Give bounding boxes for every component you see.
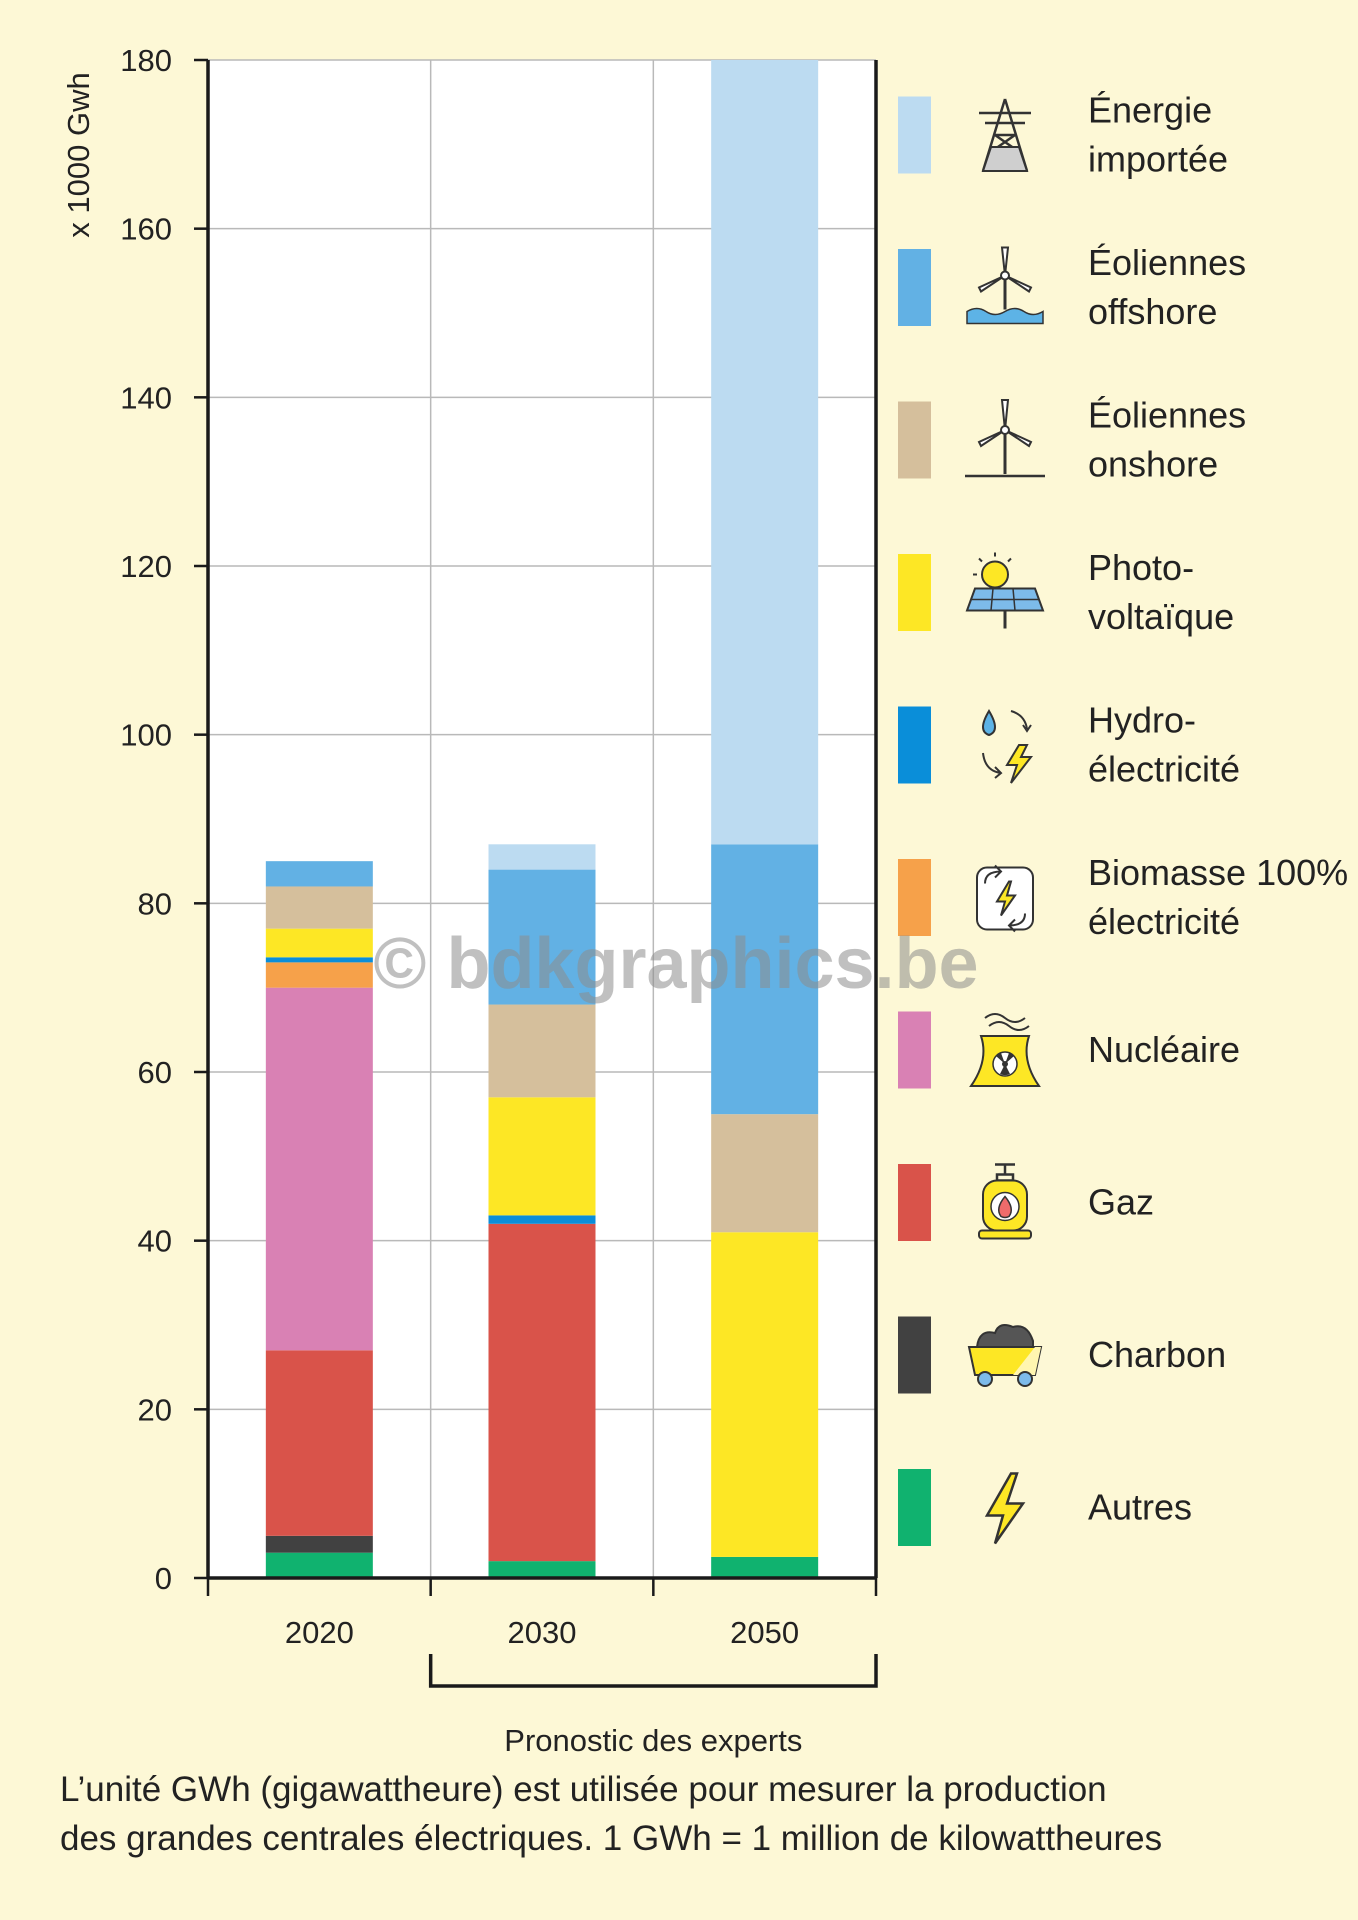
legend-label-eoliennes-offshore-2: offshore (1088, 291, 1217, 332)
legend-label-charbon-1: Charbon (1088, 1334, 1226, 1375)
legend-item-photo-voltaique: Photo-voltaïque (898, 547, 1234, 637)
x-tick-label-2020: 2020 (285, 1615, 354, 1650)
legend-swatch-eoliennes-offshore (898, 249, 931, 326)
legend-item-eoliennes-offshore: Éoliennes offshore (898, 242, 1246, 332)
bar-2050-photo-voltaique (711, 1232, 819, 1557)
y-tick-label-180: 180 (120, 43, 172, 78)
x-tick-label-2050: 2050 (730, 1615, 799, 1650)
bar-2020-eoliennes-onshore (265, 886, 373, 929)
bars (265, 60, 819, 1578)
bar-2030-gaz (488, 1223, 596, 1562)
legend-swatch-autres (898, 1469, 931, 1546)
legend-item-energie-importee: Énergie importée (898, 90, 1228, 180)
legend-swatch-eoliennes-onshore (898, 401, 931, 479)
watermark: © bdkgraphics.be (373, 924, 978, 1004)
footnote-line-1: L’unité GWh (gigawattheure) est utilisée… (60, 1770, 1107, 1809)
legend-item-eoliennes-onshore: Éoliennes onshore (898, 395, 1246, 485)
legend-label-biomasse-100-electricite-2: électricité (1088, 901, 1240, 942)
y-tick-label-140: 140 (120, 380, 172, 415)
bar-2050-autres (711, 1556, 819, 1578)
y-tick-label-60: 60 (138, 1055, 172, 1090)
forecast-bracket (428, 1654, 878, 1688)
legend-swatch-charbon (898, 1316, 931, 1394)
y-tick-label-20: 20 (138, 1392, 172, 1427)
legend-item-hydro-electricite: Hydro-électricité (898, 700, 1240, 790)
legend-item-nucleaire: Nucléaire (898, 1011, 1240, 1089)
bar-2020-biomasse-100-electricite (265, 962, 373, 988)
legend-label-energie-importee-2: importée (1088, 139, 1228, 180)
lightning-icon (984, 1472, 1026, 1545)
y-tick-label-0: 0 (155, 1561, 172, 1596)
legend-swatch-energie-importee (898, 96, 931, 174)
y-tick-label-100: 100 (120, 718, 172, 753)
legend-label-nucleaire-1: Nucléaire (1088, 1029, 1240, 1070)
legend-label-autres-1: Autres (1088, 1487, 1192, 1528)
bar-2050-eoliennes-offshore (711, 844, 819, 1115)
bar-2020-gaz (265, 1350, 373, 1536)
legend-label-energie-importee-1: Énergie (1088, 90, 1212, 131)
legend-swatch-hydro-electricite (898, 706, 931, 784)
legend-label-photo-voltaique-1: Photo- (1088, 547, 1194, 588)
legend-item-biomasse-100-electricite: Biomasse 100% électricité (898, 852, 1348, 942)
legend-label-hydro-electricite-2: électricité (1088, 749, 1240, 790)
y-tick-label-40: 40 (138, 1224, 172, 1259)
footnote: L’unité GWh (gigawattheure) est utilisée… (60, 1765, 1320, 1863)
y-tick-label-160: 160 (120, 212, 172, 247)
legend-swatch-photo-voltaique (898, 554, 931, 631)
legend-item-autres: Autres (898, 1469, 1192, 1546)
bar-2030-photo-voltaique (488, 1097, 596, 1216)
y-tick-label-80: 80 (138, 886, 172, 921)
bar-2020-nucleaire (265, 987, 373, 1351)
bar-2020-autres (265, 1552, 373, 1578)
bar-2020-photo-voltaique (265, 928, 373, 958)
legend-swatch-biomasse-100-electricite (898, 859, 931, 936)
biomass-cycle-icon (976, 864, 1034, 933)
bar-2030-hydro-electricite (488, 1215, 596, 1224)
y-tick-label-120: 120 (120, 549, 172, 584)
bar-2050-energie-importee (711, 60, 819, 845)
y-axis-title: x 1000 Gwh (61, 72, 96, 237)
bar-2050-eoliennes-onshore (711, 1114, 819, 1233)
legend: ÉnergieimportéeÉoliennesoffshoreÉolienne… (898, 90, 1348, 1546)
nuclear-plant-icon (969, 1013, 1041, 1087)
offshore-wind-icon (966, 246, 1044, 325)
legend-swatch-gaz (898, 1164, 931, 1241)
legend-label-gaz-1: Gaz (1088, 1182, 1154, 1223)
bar-2020-hydro-electricite (265, 957, 373, 963)
legend-label-biomasse-100-electricite-1: Biomasse 100% (1088, 852, 1348, 893)
legend-item-gaz: Gaz (898, 1163, 1154, 1241)
hydro-icon (982, 709, 1034, 784)
bar-2020-eoliennes-offshore (265, 861, 373, 887)
wind-turbine-icon (965, 399, 1045, 478)
solar-panel-icon (965, 552, 1045, 629)
bar-2030-eoliennes-offshore (488, 869, 596, 1005)
legend-label-eoliennes-offshore-1: Éoliennes (1088, 242, 1246, 283)
gas-cylinder-icon (978, 1163, 1032, 1240)
bar-2030-eoliennes-onshore (488, 1004, 596, 1098)
legend-swatch-nucleaire (898, 1011, 931, 1089)
x-tick-label-2030: 2030 (508, 1615, 577, 1650)
legend-label-hydro-electricite-1: Hydro- (1088, 700, 1196, 741)
legend-label-eoliennes-onshore-2: onshore (1088, 444, 1218, 485)
bar-2030-autres (488, 1561, 596, 1578)
legend-item-charbon: Charbon (898, 1316, 1226, 1394)
coal-cart-icon (967, 1324, 1043, 1387)
bar-2030-energie-importee (488, 844, 596, 870)
legend-label-eoliennes-onshore-1: Éoliennes (1088, 395, 1246, 436)
power-pylon-icon (979, 98, 1031, 172)
bar-2020-charbon (265, 1535, 373, 1553)
legend-label-photo-voltaique-2: voltaïque (1088, 596, 1234, 637)
footnote-line-2: des grandes centrales électriques. 1 GWh… (60, 1819, 1163, 1858)
forecast-label: Pronostic des experts (504, 1723, 802, 1758)
